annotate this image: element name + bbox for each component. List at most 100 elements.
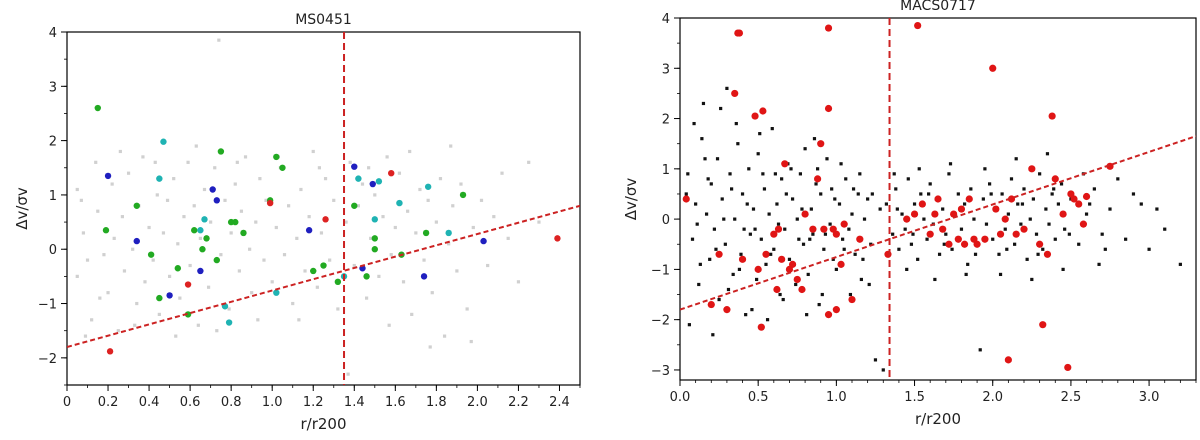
data-point	[695, 222, 699, 226]
y-tick-label: 2	[49, 135, 57, 150]
data-point	[797, 237, 801, 241]
data-point	[711, 333, 715, 337]
y-tick-label: 0	[662, 213, 670, 228]
data-point	[916, 257, 920, 261]
data-point	[839, 162, 843, 166]
data-point	[174, 265, 182, 272]
data-point	[1100, 232, 1104, 236]
data-point	[926, 230, 934, 238]
data-point	[755, 277, 759, 282]
data-point	[937, 252, 942, 256]
data-point	[1077, 242, 1081, 246]
data-point	[754, 265, 762, 273]
data-point	[801, 210, 809, 218]
x-tick-label: 2.0	[982, 390, 1003, 405]
data-point	[486, 263, 490, 268]
data-point	[701, 101, 706, 106]
data-point	[731, 272, 735, 277]
data-point	[459, 191, 467, 199]
data-point	[1163, 227, 1167, 231]
data-point	[992, 205, 1000, 213]
data-point	[910, 210, 919, 218]
data-point	[323, 177, 328, 181]
data-point	[757, 323, 765, 331]
y-tick-label: −2	[651, 314, 670, 329]
data-point	[385, 155, 389, 159]
data-point	[393, 225, 397, 230]
data-point	[151, 258, 155, 262]
data-point	[947, 172, 951, 176]
data-point	[480, 237, 487, 245]
data-point	[772, 247, 776, 251]
data-point	[793, 275, 801, 284]
data-point	[884, 202, 888, 206]
data-point	[98, 296, 102, 300]
data-point	[396, 199, 403, 207]
x-tick-label: 2.4	[549, 395, 570, 410]
y-tick-label: 4	[49, 26, 57, 41]
data-point	[881, 368, 885, 372]
data-point	[479, 198, 484, 202]
data-point	[122, 269, 127, 273]
data-point	[336, 307, 340, 311]
data-point	[780, 177, 784, 181]
data-point	[377, 274, 381, 278]
data-point	[320, 262, 327, 269]
x-tick-label: 2.5	[1061, 390, 1082, 405]
data-point	[784, 192, 788, 196]
y-tick-label: 3	[662, 62, 670, 77]
chart-title: MACS0717	[900, 0, 976, 14]
data-point	[809, 225, 817, 233]
data-point	[809, 207, 813, 211]
data-point	[186, 160, 190, 164]
data-point	[184, 281, 192, 288]
data-point	[712, 227, 716, 231]
data-point	[812, 137, 817, 141]
data-point	[767, 212, 771, 216]
data-point	[1019, 222, 1023, 226]
data-point	[346, 372, 350, 376]
data-point	[213, 256, 220, 264]
data-point	[715, 157, 720, 161]
data-point	[703, 157, 707, 161]
data-point	[824, 104, 833, 113]
data-point	[811, 232, 815, 236]
data-point	[1000, 192, 1004, 196]
data-point	[240, 229, 247, 237]
data-point	[774, 225, 783, 233]
data-point	[414, 231, 418, 235]
data-point	[401, 280, 406, 284]
data-point	[764, 262, 768, 266]
data-point	[832, 306, 840, 314]
data-point	[719, 106, 723, 111]
data-point	[698, 262, 702, 266]
data-point	[700, 137, 704, 141]
data-point	[1051, 175, 1059, 183]
data-point	[196, 323, 200, 327]
x-tick-label: 1.6	[385, 395, 406, 410]
data-point	[537, 220, 541, 224]
data-point	[870, 192, 874, 196]
data-point	[1075, 200, 1083, 208]
data-point	[438, 177, 443, 181]
x-tick-label: 1.2	[303, 395, 324, 410]
data-point	[176, 242, 180, 246]
y-tick-label: −1	[38, 298, 57, 313]
data-point	[209, 186, 216, 193]
data-point	[837, 260, 845, 268]
data-point	[942, 242, 946, 246]
data-point	[983, 167, 987, 171]
data-point	[202, 187, 207, 192]
data-point	[686, 172, 690, 176]
data-point	[750, 308, 754, 312]
data-point	[892, 172, 896, 176]
data-point	[206, 285, 211, 289]
data-point	[848, 295, 856, 304]
data-point	[941, 207, 945, 211]
data-point	[1039, 321, 1047, 329]
data-point	[833, 197, 837, 201]
data-point	[842, 247, 846, 251]
data-point	[369, 236, 373, 240]
x-tick-label: 0	[63, 395, 71, 410]
data-point	[194, 144, 198, 148]
